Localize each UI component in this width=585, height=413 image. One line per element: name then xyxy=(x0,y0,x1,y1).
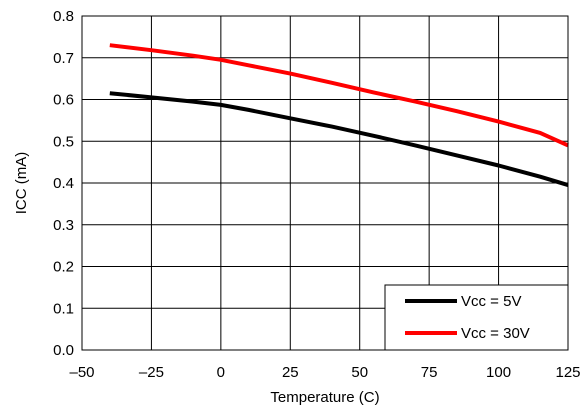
y-tick-labels: 0.0 0.1 0.2 0.3 0.4 0.5 0.6 0.7 0.8 xyxy=(53,8,74,359)
x-tick-label: 0 xyxy=(217,364,225,381)
plot-frame xyxy=(81,15,569,351)
series-lines xyxy=(109,43,569,188)
x-tick-label: 50 xyxy=(351,364,368,381)
y-axis-label: ICC (mA) xyxy=(13,152,30,215)
x-tick-label: 75 xyxy=(421,364,438,381)
x-tick-label: 25 xyxy=(282,364,299,381)
x-axis-label: Temperature (C) xyxy=(270,389,379,406)
y-tick-label: 0.5 xyxy=(53,133,74,150)
x-tick-label: –50 xyxy=(69,364,94,381)
legend: Vcc = 5V Vcc = 30V xyxy=(384,284,569,351)
series-line-1 xyxy=(109,91,569,188)
x-tick-label: –25 xyxy=(139,364,164,381)
y-tick-label: 0.4 xyxy=(53,175,74,192)
series-line-2 xyxy=(109,43,569,148)
y-tick-label: 0.2 xyxy=(53,259,74,276)
x-tick-label: 125 xyxy=(555,364,580,381)
y-tick-label: 0.3 xyxy=(53,217,74,234)
legend-label: Vcc = 5V xyxy=(461,293,521,310)
y-tick-label: 0.6 xyxy=(53,92,74,109)
y-tick-label: 0.7 xyxy=(53,50,74,67)
y-tick-label: 0.1 xyxy=(53,300,74,317)
x-tick-labels: –50 –25 0 25 50 75 100 125 xyxy=(69,364,580,381)
x-tick-label: 100 xyxy=(486,364,511,381)
y-tick-label: 0.0 xyxy=(53,342,74,359)
legend-label: Vcc = 30V xyxy=(461,325,530,342)
y-tick-label: 0.8 xyxy=(53,8,74,25)
legend-box xyxy=(384,284,569,351)
